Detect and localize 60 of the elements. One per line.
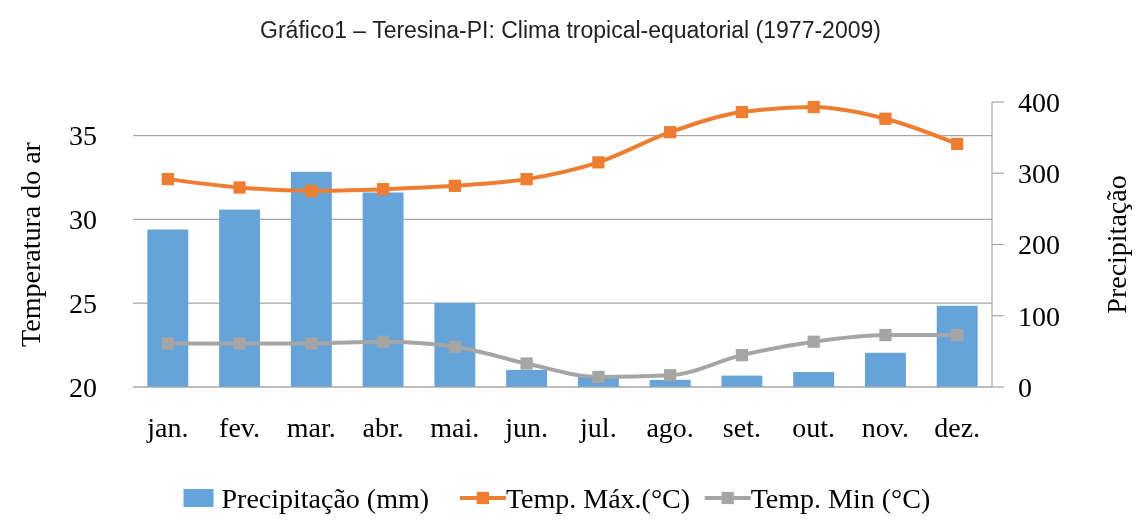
- y2-tick-label: 100: [1018, 300, 1060, 332]
- bar: [362, 192, 404, 387]
- x-tick-label: abr.: [362, 412, 404, 443]
- y-tick-label: 35: [69, 120, 97, 152]
- bar: [290, 171, 332, 387]
- bar: [219, 209, 261, 387]
- x-tick-label: jan.: [146, 412, 189, 443]
- bar: [793, 372, 835, 387]
- x-tick-label: mai.: [430, 412, 480, 443]
- legend-label: Temp. Máx.(°C): [505, 482, 691, 514]
- y2-tick-label: 200: [1018, 229, 1060, 261]
- x-tick-label: out.: [792, 412, 836, 443]
- x-tick-label: fev.: [219, 412, 261, 443]
- point: [664, 126, 677, 139]
- point: [951, 137, 964, 151]
- x-tick-label: ago.: [646, 412, 694, 443]
- x-tick-label: mar.: [286, 412, 336, 443]
- point: [448, 340, 461, 353]
- point: [664, 369, 677, 382]
- x-tick-label: set.: [722, 412, 761, 443]
- point: [161, 172, 174, 186]
- point: [807, 335, 820, 348]
- y2-tick-label: 0: [1018, 371, 1032, 403]
- y-tick-label: 20: [69, 371, 97, 403]
- bar: [936, 305, 978, 387]
- x-tick-label: jul.: [579, 412, 617, 443]
- point: [735, 349, 749, 362]
- bar: [864, 352, 906, 387]
- x-tick-label: dez.: [934, 412, 981, 443]
- point: [807, 100, 820, 114]
- y2-tick-label: 300: [1018, 158, 1060, 190]
- y2-tick-label: 400: [1018, 86, 1060, 118]
- point: [879, 112, 892, 125]
- bar: [434, 302, 476, 387]
- point: [305, 337, 318, 350]
- point: [592, 370, 605, 384]
- x-tick-label: jun.: [504, 412, 549, 443]
- point: [592, 156, 605, 169]
- y-tick-label: 25: [69, 287, 97, 319]
- point: [448, 179, 461, 192]
- point: [951, 328, 964, 342]
- point: [520, 357, 533, 370]
- chart-title: Gráfico1 – Teresina-PI: Clima tropical-equatorial (1977-2009): [260, 17, 881, 43]
- point: [520, 172, 533, 186]
- point: [305, 184, 318, 197]
- point: [735, 105, 749, 119]
- x-tick-label: nov.: [861, 412, 910, 443]
- point: [879, 328, 892, 342]
- y-axis-title: Temperatura do ar: [15, 141, 46, 347]
- bar: [506, 369, 548, 387]
- point: [233, 181, 246, 194]
- bar: [147, 229, 189, 387]
- legend-label: Precipitação (mm): [221, 482, 430, 514]
- legend-label: Temp. Min (°C): [750, 482, 931, 514]
- point: [233, 337, 246, 350]
- y2-axis-title: Precipitação: [1101, 175, 1132, 314]
- point: [376, 183, 390, 196]
- y-tick-label: 30: [69, 204, 97, 236]
- point: [161, 337, 174, 350]
- point: [376, 335, 390, 348]
